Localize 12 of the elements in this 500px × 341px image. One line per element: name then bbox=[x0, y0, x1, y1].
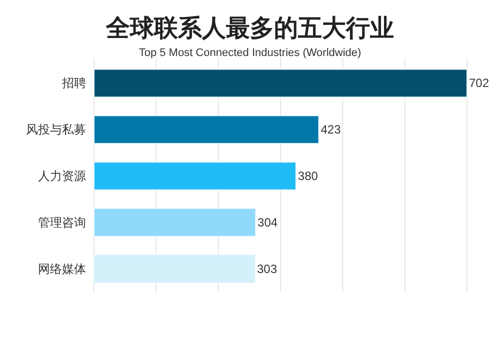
subtitle: Top 5 Most Connected Industries (Worldwide) bbox=[138, 47, 362, 59]
category: 网络媒体 bbox=[38, 262, 86, 276]
data-label: 702 bbox=[469, 76, 490, 90]
category: 管理咨询 bbox=[38, 215, 86, 230]
data-label: 303 bbox=[257, 262, 278, 276]
title: 全球联系人最多的五大行业 bbox=[106, 14, 394, 42]
category: 招聘 bbox=[62, 76, 86, 90]
data-label: 423 bbox=[320, 122, 341, 137]
category: 人力资源 bbox=[38, 169, 86, 183]
category: 风投与私募 bbox=[26, 122, 86, 137]
data-label: 304 bbox=[258, 215, 278, 230]
data-label: 380 bbox=[298, 169, 318, 183]
